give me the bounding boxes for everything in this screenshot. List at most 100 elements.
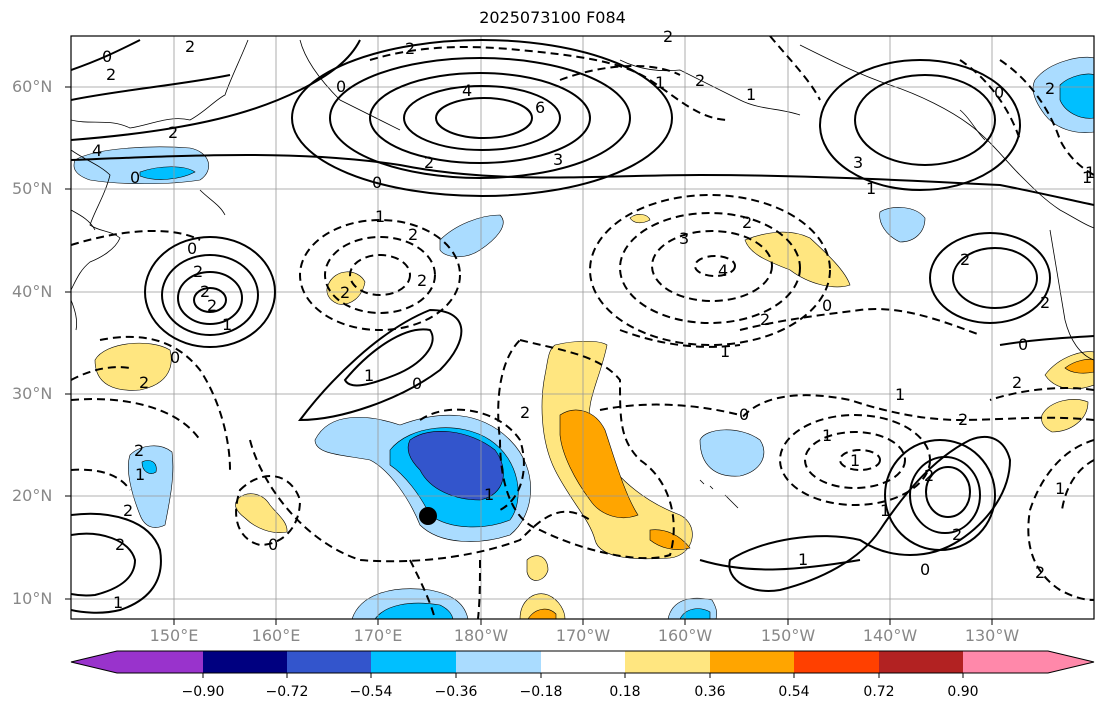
- contour-label: 2: [185, 37, 195, 56]
- contour-label: 2: [952, 525, 962, 544]
- contour-label: 0: [739, 405, 749, 424]
- contour-label: 4: [92, 141, 102, 160]
- contour-label: 2: [340, 283, 350, 302]
- lon-label-150w: 150°W: [760, 626, 816, 645]
- contour-label: 1: [866, 179, 876, 198]
- contour-label: 2: [408, 225, 418, 244]
- contour-label: 2: [115, 535, 125, 554]
- contour-label: 2: [520, 403, 530, 422]
- colorbar-label: 0.54: [778, 684, 810, 700]
- lat-label-30n: 30°N: [12, 384, 53, 403]
- positive-region: [1064, 358, 1094, 374]
- colorbar-ticks: [202, 673, 964, 678]
- colorbar-label: −0.54: [349, 684, 393, 700]
- storm-position-marker: [419, 507, 437, 525]
- contour-label: 2: [405, 39, 415, 58]
- contour-label: 3: [679, 229, 689, 248]
- positive-region: [744, 231, 851, 288]
- contour-label: 4: [462, 81, 472, 100]
- positive-region: [526, 555, 549, 581]
- contour-label: 2: [1012, 373, 1022, 392]
- contour-label: 1: [655, 73, 665, 92]
- contour-label: 2: [193, 262, 203, 281]
- negative-region: [879, 207, 926, 243]
- contour-label: 1: [798, 550, 808, 569]
- contour-label: 0: [920, 560, 930, 579]
- contour-label: 4: [718, 261, 728, 280]
- contour-label: 2: [200, 282, 210, 301]
- contour-label: 1: [364, 366, 374, 385]
- contour-label: 1: [1082, 168, 1092, 187]
- contour-label: 1: [850, 451, 860, 470]
- positive-region: [629, 214, 651, 224]
- contour-label: 6: [535, 98, 545, 117]
- map-title: 2025073100 F084: [479, 8, 626, 27]
- contour-label: 2: [960, 250, 970, 269]
- coastlines: [71, 39, 1094, 509]
- contour-label: 2: [924, 466, 934, 485]
- lon-label-170e: 170°E: [353, 626, 403, 645]
- contour-label: 0: [187, 239, 197, 258]
- contour-label: 0: [994, 83, 1004, 102]
- contour-label: 2: [760, 310, 770, 329]
- axis-ticks: [65, 86, 993, 625]
- contour-label: 3: [553, 150, 563, 169]
- positive-region: [235, 493, 288, 533]
- contour-label: 1: [880, 501, 890, 520]
- positive-region: [559, 409, 639, 519]
- contour-label: 1: [222, 315, 232, 334]
- contour-label: 2: [1035, 563, 1045, 582]
- contour-label: 0: [130, 168, 140, 187]
- contour-label: 2: [207, 296, 217, 315]
- contour-label: 1: [895, 385, 905, 404]
- lat-label-10n: 10°N: [12, 589, 53, 608]
- contour-label: 0: [372, 173, 382, 192]
- contour-label: 3: [853, 153, 863, 172]
- contour-label: 0: [412, 374, 422, 393]
- negative-region: [439, 214, 504, 258]
- contour-label: 2: [106, 65, 116, 84]
- colorbar-label: −0.90: [181, 684, 225, 700]
- colorbar-label: 0.36: [694, 684, 726, 700]
- contour-label: 2: [958, 410, 968, 429]
- shaded-anomaly-regions: [73, 56, 1094, 619]
- positive-region: [649, 529, 691, 550]
- lon-label-130w: 130°W: [964, 626, 1020, 645]
- lon-label-180w: 180°W: [453, 626, 509, 645]
- contour-label: 2: [168, 123, 178, 142]
- contour-label: 0: [268, 535, 278, 554]
- lat-label-20n: 20°N: [12, 486, 53, 505]
- negative-region: [139, 166, 196, 180]
- contour-label: 1: [746, 85, 756, 104]
- contour-label: 1: [1055, 479, 1065, 498]
- contour-label: 2: [417, 271, 427, 290]
- positive-region: [1041, 399, 1089, 433]
- contour-label: 0: [170, 348, 180, 367]
- contour-label: 1: [113, 593, 123, 612]
- negative-region: [128, 445, 174, 528]
- colorbar-label: −0.72: [265, 684, 309, 700]
- positive-region: [94, 342, 172, 391]
- contour-label: 1: [822, 426, 832, 445]
- contour-label: 2: [123, 501, 133, 520]
- contour-label: 2: [695, 71, 705, 90]
- contour-label: 1: [375, 207, 385, 226]
- positive-region: [326, 271, 366, 305]
- colorbar-label: −0.18: [519, 684, 563, 700]
- negative-region: [699, 429, 765, 477]
- colorbar-extend-high: [1048, 651, 1094, 673]
- contour-label: 2: [1040, 293, 1050, 312]
- colorbar-label: 0.18: [609, 684, 641, 700]
- contour-labels: 0 2 2 2 0 4 6 2 3 0 2 3 1 4 2 0 1 2 2 0 …: [92, 27, 1095, 612]
- lon-label-150e: 150°E: [149, 626, 199, 645]
- lat-label-50n: 50°N: [12, 179, 53, 198]
- contour-label: 2: [742, 213, 752, 232]
- lon-label-160w: 160°W: [657, 626, 713, 645]
- lat-label-60n: 60°N: [12, 77, 53, 96]
- dashed-contours: [71, 36, 1094, 619]
- negative-region: [407, 430, 504, 501]
- negative-region: [1059, 73, 1094, 119]
- contour-label: 0: [102, 47, 112, 66]
- contour-label: 1: [484, 485, 494, 504]
- contour-label: 2: [139, 373, 149, 392]
